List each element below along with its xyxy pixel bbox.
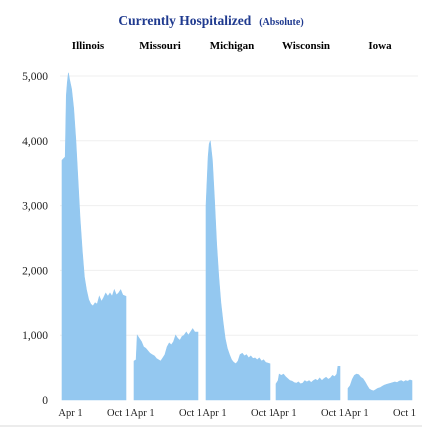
x-tick-label: Apr 1 <box>344 408 368 419</box>
panel-label: Michigan <box>210 40 255 52</box>
panel-label: Illinois <box>72 40 105 52</box>
x-tick-label: Oct 1 <box>251 408 274 419</box>
panel-michigan: Michigan Apr 1 Oct 1 <box>202 40 274 419</box>
x-tick-label: Oct 1 <box>107 408 130 419</box>
x-tick-label: Oct 1 <box>321 408 344 419</box>
y-tick-label: 4,000 <box>22 136 48 148</box>
area-series <box>205 140 271 401</box>
x-tick-label: Oct 1 <box>393 408 416 419</box>
area-series <box>133 328 199 401</box>
panel-label: Missouri <box>139 40 181 52</box>
y-tick-label: 1,000 <box>22 330 48 342</box>
chart-title-main: Currently Hospitalized <box>118 13 251 28</box>
chart-title-sub: (Absolute) <box>259 17 303 28</box>
x-tick-label: Apr 1 <box>272 408 296 419</box>
y-axis-ticks: 0 1,000 2,000 3,000 4,000 5,000 <box>22 71 48 407</box>
y-tick-label: 2,000 <box>22 265 48 277</box>
y-tick-label: 3,000 <box>22 201 48 213</box>
area-series <box>275 366 341 401</box>
area-series <box>347 373 413 401</box>
chart-title: Currently Hospitalized (Absolute) <box>118 12 303 29</box>
y-gridlines <box>60 75 418 336</box>
y-tick-label: 0 <box>42 395 48 407</box>
x-tick-label: Apr 1 <box>202 408 226 419</box>
x-tick-label: Apr 1 <box>130 408 154 419</box>
y-tick-label: 5,000 <box>22 71 48 83</box>
panel-illinois: Illinois Apr 1 Oct 1 <box>58 40 130 419</box>
panel-wisconsin: Wisconsin Apr 1 Oct 1 <box>272 40 344 419</box>
area-series <box>61 72 127 401</box>
panel-label: Wisconsin <box>282 40 330 52</box>
x-tick-label: Apr 1 <box>58 408 82 419</box>
panel-missouri: Missouri Apr 1 Oct 1 <box>130 40 202 419</box>
panel-iowa: Iowa Apr 1 Oct 1 <box>344 40 416 419</box>
x-tick-label: Oct 1 <box>179 408 202 419</box>
panel-label: Iowa <box>368 40 392 52</box>
